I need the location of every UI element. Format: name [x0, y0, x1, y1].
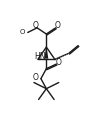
Text: O: O [33, 73, 38, 82]
Text: HN: HN [34, 52, 46, 61]
Polygon shape [44, 47, 48, 59]
Text: O: O [20, 29, 25, 35]
Text: O: O [54, 21, 60, 30]
Text: O: O [33, 21, 38, 30]
Text: O: O [56, 58, 62, 67]
